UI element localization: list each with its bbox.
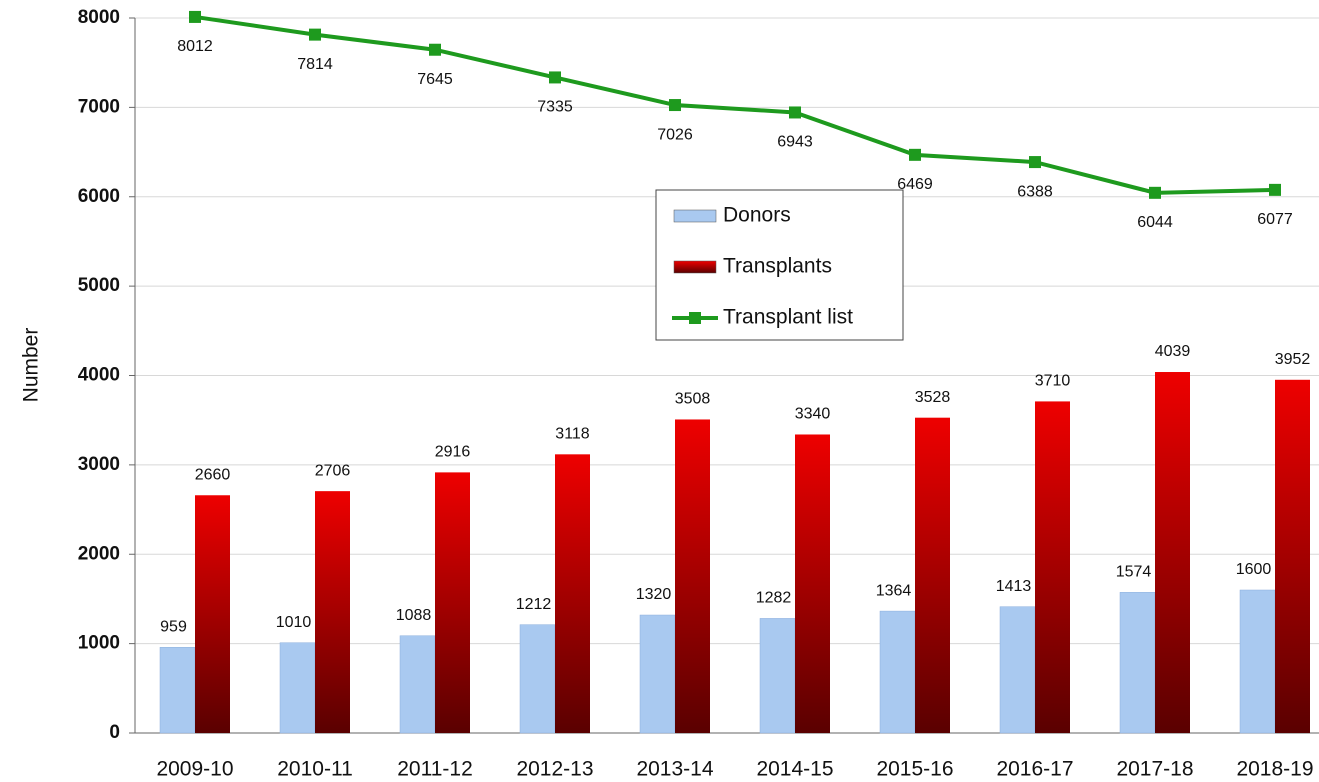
data-label: 3952 [1275,351,1311,368]
data-label: 3528 [915,389,951,406]
bar [795,434,830,733]
bar [159,647,196,734]
data-label: 1600 [1236,561,1272,578]
marker [1269,183,1281,196]
y-tick-label: 0 [109,722,120,743]
y-tick-label: 5000 [78,275,120,296]
marker [669,99,681,112]
data-label: 1413 [996,578,1032,595]
x-tick-label: 2014-15 [756,758,833,781]
x-tick-label: 2016-17 [996,758,1073,781]
y-tick-label: 7000 [78,96,120,117]
x-tick-label: 2015-16 [876,758,953,781]
bar [195,495,230,733]
bar [1119,592,1156,734]
data-label: 1212 [516,596,552,613]
line [194,14,1276,195]
y-tick-label: 8000 [78,7,120,28]
data-label: 1320 [636,586,672,603]
marker [1029,156,1041,169]
marker [309,28,321,41]
data-label: 959 [160,619,187,636]
bar [675,419,710,733]
data-label: 1010 [276,614,312,631]
data-label: 7645 [417,71,453,88]
y-tick-label: 6000 [78,186,120,207]
data-label: 1574 [1116,564,1152,581]
marker [189,10,201,23]
x-tick-label: 2018-19 [1236,758,1313,781]
data-label: 8012 [177,38,213,55]
bar [519,624,556,734]
bar [1239,589,1276,734]
bar [555,454,590,733]
data-label: 3340 [795,406,831,423]
legend-label: Donors [723,204,791,227]
data-label: 3508 [675,391,711,408]
bar [879,610,916,734]
bar [1035,401,1070,733]
x-tick-label: 2013-14 [636,758,713,781]
data-label: 6077 [1257,211,1293,228]
data-label: 3710 [1035,373,1071,390]
marker [429,43,441,56]
data-label: 7026 [657,126,693,143]
data-label: 1088 [396,607,432,624]
legend-swatch [673,260,717,274]
data-label: 1282 [756,590,792,607]
data-label: 6044 [1137,214,1173,231]
legend-swatch [673,209,717,223]
bar [1155,372,1190,733]
marker [909,148,921,161]
marker [1149,186,1161,199]
legend-swatch [689,312,701,324]
data-label: 4039 [1155,343,1191,360]
bar [639,614,676,734]
bar [315,491,350,733]
bar [999,606,1036,734]
bar [399,635,436,734]
data-label: 7814 [297,56,333,73]
x-tick-label: 2009-10 [156,758,233,781]
data-label: 7335 [537,99,573,116]
data-label: 3118 [555,426,590,443]
bar [1275,379,1310,733]
legend-label: Transplants [723,255,832,278]
data-label: 2660 [195,466,231,483]
legend: Donors Transplants Transplant list [655,189,904,341]
marker [789,106,801,119]
marker [549,71,561,84]
y-tick-label: 2000 [78,543,120,564]
y-tick-label: 1000 [78,633,120,654]
data-label: 2916 [435,444,471,461]
data-label: 6943 [777,134,813,151]
x-tick-label: 2010-11 [277,758,353,781]
bar [759,618,796,734]
bar [435,472,470,733]
data-label: 2706 [315,462,351,479]
bar [915,417,950,733]
y-tick-label: 4000 [78,365,120,386]
data-label: 6388 [1017,183,1053,200]
x-tick-label: 2012-13 [516,758,593,781]
data-label: 6469 [897,176,933,193]
y-tick-label: 3000 [78,454,120,475]
bar [279,642,316,734]
y-axis-title: Number [20,328,43,403]
x-tick-label: 2017-18 [1116,758,1193,781]
legend-label: Transplant list [723,306,853,329]
x-tick-label: 2011-12 [397,758,473,781]
data-label: 1364 [876,582,912,599]
